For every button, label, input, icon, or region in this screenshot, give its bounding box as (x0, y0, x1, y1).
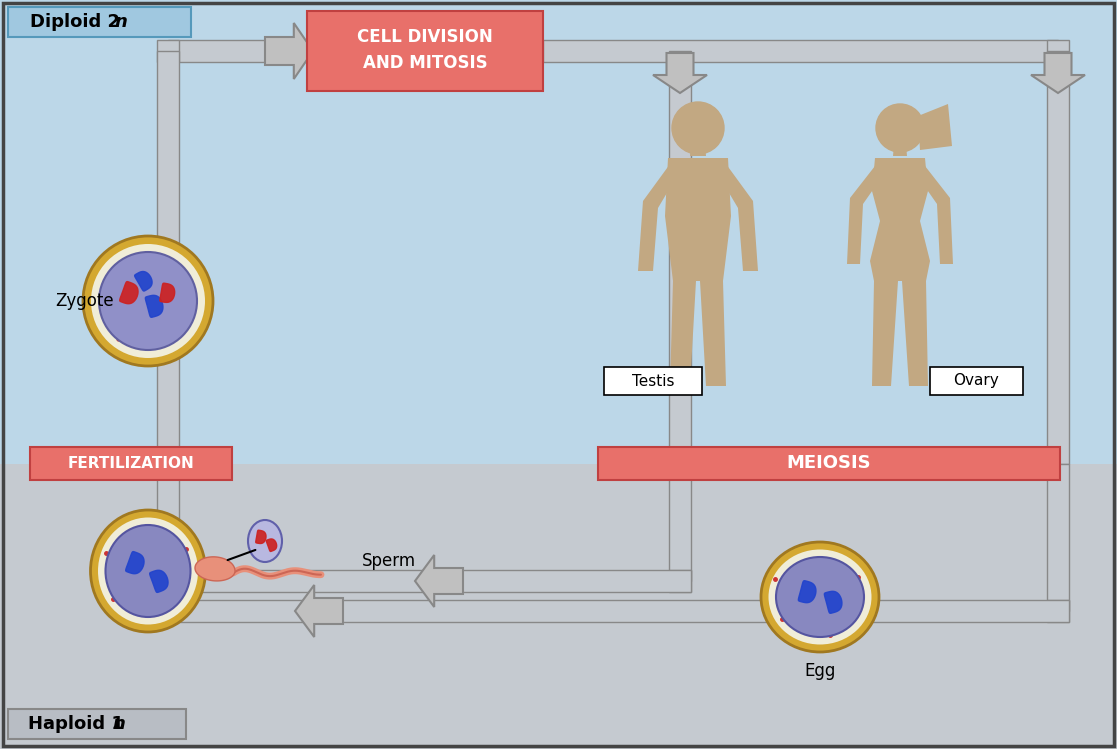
Bar (1047, 600, 1069, 622)
Circle shape (99, 252, 197, 350)
Bar (8, 7, 191, 37)
Polygon shape (266, 539, 277, 551)
Ellipse shape (768, 550, 871, 644)
Polygon shape (903, 281, 928, 386)
Polygon shape (670, 281, 696, 386)
Text: MEIOSIS: MEIOSIS (786, 454, 871, 472)
Ellipse shape (98, 518, 198, 625)
Bar (157, 249, 179, 611)
Polygon shape (256, 530, 266, 544)
Bar (168, 570, 691, 592)
Bar (669, 51, 691, 464)
Bar (168, 600, 1069, 622)
Bar (669, 570, 691, 592)
Bar (669, 464, 691, 581)
Polygon shape (416, 555, 464, 607)
Bar (157, 51, 179, 249)
Polygon shape (872, 281, 898, 386)
Polygon shape (916, 166, 953, 264)
Polygon shape (716, 164, 758, 271)
Text: CELL DIVISION
AND MITOSIS: CELL DIVISION AND MITOSIS (357, 28, 493, 71)
Text: Sperm: Sperm (362, 552, 417, 570)
Polygon shape (160, 283, 174, 303)
Bar (1047, 51, 1069, 464)
Ellipse shape (776, 557, 865, 637)
Bar (157, 40, 179, 62)
Polygon shape (195, 557, 235, 581)
Polygon shape (870, 158, 930, 281)
Bar (543, 40, 1058, 62)
Polygon shape (265, 23, 313, 79)
Polygon shape (638, 164, 680, 271)
Polygon shape (295, 585, 343, 637)
Polygon shape (135, 271, 152, 291)
Text: n: n (112, 715, 125, 733)
Bar (30, 447, 232, 480)
Bar (307, 11, 543, 91)
Bar (0, 0, 1117, 464)
Polygon shape (145, 295, 163, 318)
Ellipse shape (105, 525, 191, 617)
Text: Egg: Egg (804, 662, 836, 680)
Circle shape (90, 244, 206, 358)
Text: Haploid 1: Haploid 1 (28, 715, 124, 733)
Bar (157, 570, 179, 592)
Text: Diploid 2: Diploid 2 (30, 13, 120, 31)
Circle shape (83, 236, 213, 366)
Text: Ovary: Ovary (953, 374, 999, 389)
Polygon shape (120, 282, 139, 304)
Polygon shape (150, 570, 168, 592)
Bar (1047, 464, 1069, 611)
Ellipse shape (761, 542, 879, 652)
Text: Testis: Testis (632, 374, 675, 389)
Polygon shape (665, 158, 731, 281)
Bar (598, 447, 1060, 480)
Polygon shape (700, 281, 726, 386)
Polygon shape (690, 144, 706, 156)
Polygon shape (892, 144, 907, 156)
Polygon shape (918, 104, 952, 150)
Bar (0, 464, 1117, 749)
Bar (157, 600, 179, 622)
Bar (604, 367, 701, 395)
Polygon shape (824, 591, 842, 613)
Polygon shape (799, 580, 815, 603)
Bar (8, 709, 187, 739)
Text: Zygote: Zygote (55, 292, 114, 310)
Bar (930, 367, 1023, 395)
Polygon shape (1031, 53, 1085, 93)
Bar (1047, 40, 1069, 62)
Polygon shape (847, 166, 884, 264)
Ellipse shape (90, 510, 206, 632)
Circle shape (672, 102, 724, 154)
Polygon shape (653, 53, 707, 93)
Bar (168, 40, 308, 62)
Circle shape (876, 104, 924, 152)
Polygon shape (126, 551, 144, 574)
Ellipse shape (248, 520, 281, 562)
Text: FERTILIZATION: FERTILIZATION (68, 455, 194, 470)
Text: n: n (114, 13, 127, 31)
